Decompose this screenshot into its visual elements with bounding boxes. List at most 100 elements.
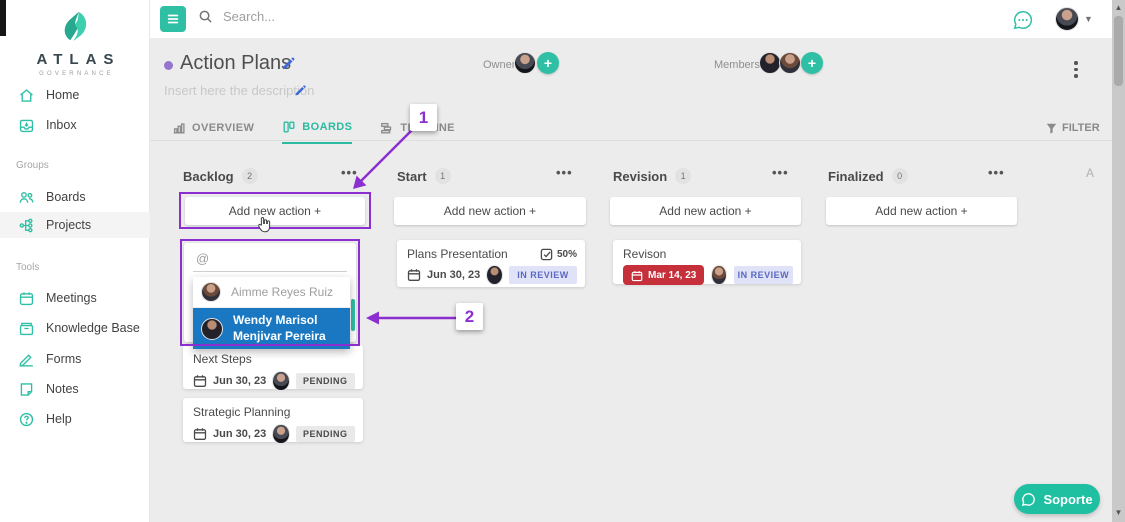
search-icon [199, 10, 212, 23]
card-title: Next Steps [193, 352, 252, 366]
hamburger-icon [167, 14, 179, 24]
card-next-steps[interactable]: Next Steps Jun 30, 23 PENDING [183, 345, 363, 391]
help-icon [18, 411, 35, 428]
filter-label: FILTER [1062, 122, 1100, 134]
sidebar-item-boards[interactable]: Boards [0, 184, 150, 210]
card-revison[interactable]: Revison Mar 14, 23 IN REVIEW [613, 240, 801, 285]
add-new-action-button-revision[interactable]: Add new action + [610, 197, 801, 225]
column-count-badge: 0 [891, 168, 908, 184]
sidebar-item-home[interactable]: Home [0, 82, 150, 108]
mention-option[interactable]: Aimme Reyes Ruiz [193, 277, 350, 308]
more-options-kebab-icon[interactable] [1069, 61, 1083, 79]
add-new-action-button-finalized[interactable]: Add new action + [826, 197, 1017, 225]
scroll-down-arrow-icon[interactable]: ▼ [1114, 508, 1123, 517]
add-new-action-button-start[interactable]: Add new action + [394, 197, 586, 225]
sidebar: ATLAS GOVERNANCE Home Inbox Groups Board… [0, 0, 150, 522]
due-date: Jun 30, 23 [427, 269, 481, 281]
column-count-badge: 1 [675, 168, 692, 184]
support-button[interactable]: Soporte [1014, 484, 1100, 514]
card-title: Plans Presentation [407, 247, 508, 261]
calendar-icon [193, 374, 207, 388]
status-badge: IN REVIEW [733, 266, 793, 284]
assignee-avatar [711, 265, 727, 285]
member-avatar[interactable] [779, 52, 801, 74]
topbar: ▼ [150, 0, 1112, 38]
mention-dropdown: Aimme Reyes Ruiz Wendy Marisol Menjivar … [193, 277, 350, 350]
user-avatar[interactable] [1055, 7, 1079, 31]
assignee-avatar [272, 371, 290, 391]
filter-button[interactable]: FILTER [1046, 122, 1100, 134]
member-avatar[interactable] [759, 52, 781, 74]
edit-title-pencil-icon[interactable] [281, 56, 296, 71]
sidebar-item-label: Notes [46, 382, 79, 396]
chat-icon[interactable] [1012, 9, 1034, 31]
column-name: Backlog [183, 168, 234, 184]
search-input[interactable] [223, 9, 523, 24]
tab-overview[interactable]: OVERVIEW [172, 120, 254, 144]
description-placeholder[interactable]: Insert here the description [164, 83, 315, 98]
user-menu-caret-icon[interactable]: ▼ [1084, 14, 1093, 24]
sidebar-item-meetings[interactable]: Meetings [0, 285, 150, 311]
owner-avatar[interactable] [514, 52, 536, 74]
mention-option-selected[interactable]: Wendy Marisol Menjivar Pereira [193, 308, 350, 350]
column-count-badge: 2 [241, 168, 258, 184]
timeline-icon [381, 122, 392, 134]
logo-title: ATLAS [36, 51, 121, 68]
avatar [201, 317, 223, 340]
page-scrollbar[interactable]: ▲ ▼ [1112, 0, 1125, 522]
card-title: Revison [623, 247, 667, 261]
sidebar-item-help[interactable]: Help [0, 406, 150, 432]
edit-description-pencil-icon[interactable] [294, 84, 307, 97]
scrollbar-thumb[interactable] [1114, 16, 1123, 86]
project-color-dot [164, 61, 173, 70]
avatar [201, 282, 221, 302]
sidebar-item-label: Knowledge Base [46, 321, 140, 335]
pencil-paper-icon [18, 351, 35, 368]
sidebar-item-forms[interactable]: Forms [0, 346, 150, 372]
assignee-avatar [272, 424, 290, 444]
annotation-step-2: 2 [456, 303, 483, 330]
hamburger-menu-button[interactable] [160, 6, 186, 32]
sidebar-item-projects[interactable]: Projects [0, 212, 150, 238]
owners-label: Owners: [483, 59, 524, 71]
sidebar-item-label: Forms [46, 352, 82, 366]
assignee-avatar [486, 265, 504, 285]
mention-option-name: Aimme Reyes Ruiz [231, 285, 334, 299]
screen-edge-strip [0, 0, 6, 36]
inbox-icon [18, 117, 35, 134]
column-menu-start[interactable]: ••• [556, 165, 573, 180]
confirm-button-sliver [351, 299, 355, 331]
logo-subtitle: GOVERNANCE [39, 71, 114, 77]
sidebar-item-label: Boards [46, 190, 86, 204]
due-date: Mar 14, 23 [648, 269, 697, 281]
column-name: Finalized [828, 168, 884, 184]
sidebar-item-label: Meetings [46, 291, 97, 305]
card-plans-presentation[interactable]: Plans Presentation 50% Jun 30, 23 IN REV… [397, 240, 585, 287]
add-member-button[interactable]: + [801, 52, 823, 74]
sidebar-item-label: Inbox [46, 118, 77, 132]
column-header-finalized: Finalized 0 [828, 167, 908, 185]
add-owner-button[interactable]: + [537, 52, 559, 74]
column-menu-revision[interactable]: ••• [772, 165, 789, 180]
column-menu-finalized[interactable]: ••• [988, 165, 1005, 180]
add-new-action-button-backlog[interactable]: Add new action + [185, 197, 365, 225]
sidebar-item-knowledge-base[interactable]: Knowledge Base [0, 315, 150, 341]
mention-input[interactable]: @ [196, 251, 210, 266]
card-title: Strategic Planning [193, 405, 291, 419]
home-icon [18, 87, 35, 104]
column-menu-backlog[interactable]: ••• [341, 165, 358, 180]
mention-option-name: Wendy Marisol Menjivar Pereira [233, 313, 326, 343]
column-header-backlog: Backlog 2 [183, 167, 258, 185]
page-title: Action Plans [180, 52, 292, 74]
archive-icon [18, 320, 35, 337]
due-date: Jun 30, 23 [213, 428, 267, 440]
card-strategic-planning[interactable]: Strategic Planning Jun 30, 23 PENDING [183, 398, 363, 444]
sidebar-section-groups: Groups [16, 160, 49, 171]
tab-label: OVERVIEW [192, 122, 255, 134]
sidebar-item-inbox[interactable]: Inbox [0, 112, 150, 138]
tab-boards[interactable]: BOARDS [282, 120, 353, 144]
note-icon [18, 381, 35, 398]
scroll-up-arrow-icon[interactable]: ▲ [1114, 3, 1123, 12]
atlas-logo: ATLAS GOVERNANCE [0, 10, 150, 77]
sidebar-item-notes[interactable]: Notes [0, 376, 150, 402]
